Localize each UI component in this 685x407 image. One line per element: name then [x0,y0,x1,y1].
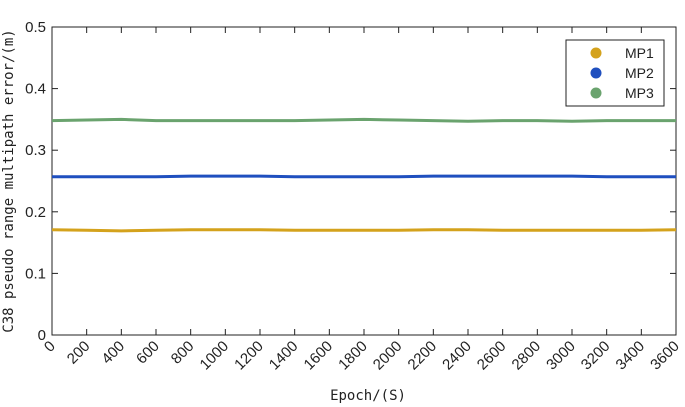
x-tick-label: 2200 [405,338,441,374]
x-tick-label: 2600 [474,338,510,374]
x-tick-label: 1600 [301,338,337,374]
legend-box [565,39,665,107]
legend-marker-mp3 [590,87,602,99]
y-tick-label: 0.5 [25,19,46,36]
x-tick-label: 3600 [647,338,683,374]
y-axis-title: C38 pseudo range multipath error/(m) [1,29,17,332]
x-tick-label: 600 [133,338,163,368]
y-axis-ticks: 0 0.1 0.2 0.3 0.4 0.5 [25,19,676,344]
legend-label-mp1: MP1 [625,45,654,61]
x-tick-label: 1000 [197,338,233,374]
legend: MP1 MP2 MP3 [565,39,665,107]
x-axis-title: Epoch/(S) [330,388,406,404]
y-tick-label: 0.4 [25,81,46,98]
series-line-mp2 [52,174,676,179]
series-line-mp1 [51,228,677,233]
x-tick-label: 2000 [370,338,406,374]
x-tick-label: 2800 [509,338,545,374]
y-tick-label: 0.1 [25,265,46,282]
y-tick-label: 0 [38,327,46,344]
x-tick-label: 3000 [543,338,579,374]
x-tick-label: 3400 [613,338,649,374]
x-tick-label: 1200 [231,338,267,374]
x-tick-label: 400 [98,338,128,368]
x-tick-label: 800 [168,338,198,368]
x-tick-label: 2400 [439,338,475,374]
x-tick-label: 1400 [266,338,302,374]
y-tick-label: 0.2 [25,204,46,221]
legend-label-mp2: MP2 [625,65,654,81]
y-tick-label: 0.3 [25,142,46,159]
legend-marker-mp1 [590,47,602,59]
legend-label-mp3: MP3 [625,85,654,101]
series-line-mp3 [51,117,676,123]
series-layer [51,117,677,233]
legend-marker-mp2 [590,67,602,79]
x-tick-label: 1800 [335,338,371,374]
x-tick-label: 3200 [578,338,614,374]
x-tick-label: 200 [64,338,94,368]
